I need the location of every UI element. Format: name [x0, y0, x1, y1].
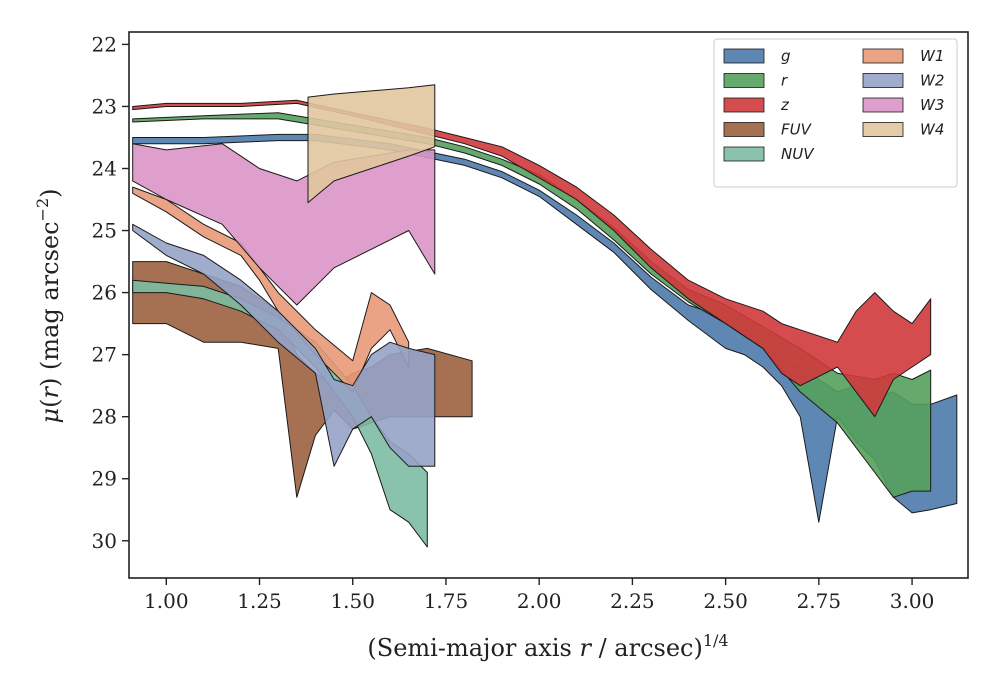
legend-swatch	[723, 146, 765, 162]
x-tick-label: 2.50	[703, 589, 748, 613]
legend-item-w4: W4	[862, 121, 944, 139]
series-band-w2	[132, 223, 436, 467]
legend-item-w2: W2	[862, 72, 944, 90]
legend-swatch	[862, 122, 904, 137]
y-tick-label: 22	[92, 32, 117, 56]
y-tick-label: 23	[92, 94, 117, 118]
legend-label: W3	[920, 96, 944, 114]
y-tick-label: 29	[92, 467, 117, 491]
legend-swatch	[862, 73, 904, 88]
legend-swatch	[862, 97, 904, 113]
y-axis: 22 23 24 25 26 27 28 29 30	[92, 32, 129, 553]
legend: grz FUV NUV W1 W2 W3 W4	[713, 38, 958, 188]
x-axis-title: (Semi-major axis r / arcsec)1/4	[367, 631, 728, 662]
x-tick-label: 1.50	[330, 589, 375, 613]
x-tick-label: 1.25	[237, 589, 282, 613]
legend-label: W2	[920, 72, 944, 90]
x-tick-label: 2.00	[517, 589, 562, 613]
y-tick-label: 25	[92, 219, 117, 243]
series-band-g	[132, 133, 958, 523]
y-tick-label: 30	[92, 529, 117, 553]
plot-frame	[128, 31, 969, 579]
legend-swatch	[723, 48, 765, 64]
x-tick-label: 1.75	[424, 589, 469, 613]
legend-item-w3: W3	[862, 96, 944, 114]
x-axis: 1.00 1.25 1.50 1.75 2.00 2.25 2.50 2.75 3.00	[144, 578, 934, 613]
legend-item-nuv: NUV	[723, 145, 815, 163]
legend-swatch	[723, 97, 765, 113]
legend-label: r	[781, 72, 788, 90]
series-band-z	[132, 99, 932, 418]
legend-swatch	[723, 122, 765, 137]
x-tick-label: 3.00	[890, 589, 935, 613]
y-axis-title: μ(r) (mag arcsec−2)	[33, 188, 64, 423]
y-tick-label: 28	[92, 405, 117, 429]
legend-label: NUV	[781, 145, 815, 163]
y-tick-label: 27	[92, 343, 117, 367]
legend-label: W1	[920, 47, 944, 65]
legend-item-fuv: FUV	[723, 121, 813, 139]
legend-item-g: g	[723, 47, 791, 65]
series-band-w4	[307, 84, 436, 204]
x-tick-label: 2.75	[797, 589, 842, 613]
y-tick-label: 26	[92, 281, 117, 305]
series-band-w3	[132, 143, 436, 306]
legend-label: W4	[920, 121, 944, 139]
legend-swatch	[723, 73, 765, 88]
legend-swatch	[862, 48, 904, 64]
x-tick-label: 1.00	[144, 589, 189, 613]
legend-label: FUV	[781, 121, 813, 139]
y-tick-label: 24	[92, 157, 117, 181]
legend-label: z	[780, 96, 790, 114]
legend-item-w1: W1	[862, 47, 944, 65]
x-tick-label: 2.25	[610, 589, 655, 613]
legend-label: g	[781, 47, 791, 65]
legend-item-r: r	[723, 72, 788, 90]
series-layer	[132, 84, 958, 548]
legend-item-z: z	[723, 96, 790, 114]
